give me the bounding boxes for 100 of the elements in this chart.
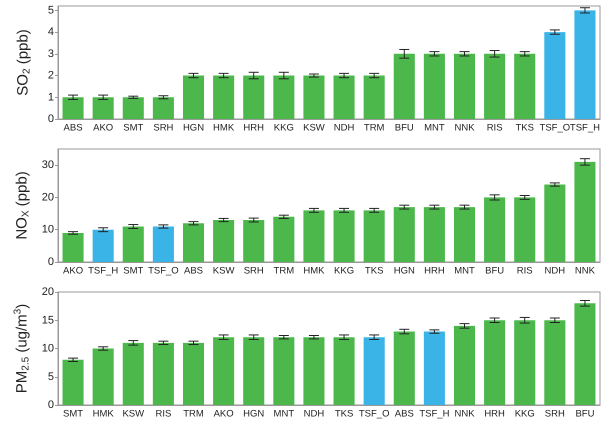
x-tick-label: SRH [544, 408, 565, 420]
bar [273, 337, 294, 405]
bar [92, 348, 114, 405]
x-tick-label: HGN [182, 122, 204, 134]
bar [394, 332, 415, 405]
bar [303, 210, 324, 262]
x-tick-label: AKO [93, 122, 114, 134]
bar [62, 360, 84, 405]
bar [243, 220, 264, 262]
x-tick-label: TSF_O [358, 408, 390, 420]
x-tick-label: HRH [243, 122, 264, 134]
bar [122, 342, 144, 405]
x-tick-label: TRM [183, 408, 204, 420]
y-tick-label: 15 [42, 314, 54, 326]
bar [273, 216, 294, 262]
x-tick-label: TKS [364, 266, 384, 276]
x-tick-label: TRM [274, 266, 294, 276]
x-tick-label: MNT [454, 266, 475, 276]
bar [152, 226, 174, 262]
bar [334, 76, 355, 119]
x-tick-label: NNK [454, 408, 476, 420]
bar [424, 54, 445, 119]
x-tick-label: TRM [364, 122, 385, 134]
bar [484, 320, 506, 405]
x-tick-label: TSF_H [419, 408, 450, 420]
y-tick-label: 2 [48, 70, 54, 82]
x-tick-label: KKG [334, 266, 354, 276]
x-tick-label: BFU [485, 266, 504, 276]
y-tick-label: 4 [48, 26, 54, 38]
y-axis-title: SO2 (ppb) [14, 29, 32, 96]
bar [394, 207, 415, 262]
bar [213, 220, 234, 262]
x-tick-label: ABS [394, 408, 414, 420]
bar [122, 97, 144, 119]
y-tick-label: 20 [42, 286, 54, 298]
x-tick-label: HMK [92, 408, 114, 420]
bar [122, 226, 144, 262]
bar [454, 326, 476, 405]
x-tick-label: RIS [155, 408, 172, 420]
y-tick-label: 30 [42, 159, 54, 172]
bar [514, 54, 536, 119]
y-tick-label: 0 [48, 399, 54, 411]
x-tick-label: AKO [214, 408, 234, 420]
x-tick-label: TKS [334, 408, 354, 420]
x-tick-label: NDH [304, 408, 324, 420]
y-axis-title: PM2.5 (ug/m3) [12, 304, 32, 394]
bar [424, 207, 445, 262]
x-tick-label: HMK [213, 122, 235, 134]
bar [303, 76, 324, 119]
x-tick-label: RIS [486, 122, 503, 134]
x-tick-label: KKG [514, 408, 535, 420]
x-tick-label: SRH [153, 122, 174, 134]
x-tick-label: BFU [394, 122, 414, 134]
bar [243, 337, 264, 405]
bar [92, 97, 114, 119]
y-tick-label: 10 [42, 342, 54, 354]
bar [544, 32, 566, 119]
bar [334, 337, 355, 405]
bar [152, 97, 174, 119]
bar [182, 342, 204, 405]
bar [394, 54, 415, 119]
x-tick-label: RIS [516, 266, 533, 276]
bar [182, 76, 204, 119]
x-tick-label: NDH [544, 266, 566, 276]
x-tick-label: TSF_H [88, 266, 118, 276]
x-tick-label: HRH [484, 408, 506, 420]
bar [243, 76, 264, 119]
bar [514, 320, 536, 405]
x-tick-label: KSW [122, 408, 144, 420]
bar [303, 337, 324, 405]
bar [544, 184, 566, 262]
x-tick-label: MNT [274, 408, 294, 420]
bar [484, 197, 506, 262]
x-tick-label: TSF_O [540, 122, 570, 134]
bar [484, 54, 506, 119]
bar [454, 54, 476, 119]
x-tick-label: TKS [515, 122, 534, 134]
bar [334, 210, 355, 262]
bar [273, 76, 294, 119]
y-tick-label: 10 [42, 224, 54, 236]
y-tick-label: 0 [48, 256, 54, 268]
x-tick-label: AKO [63, 266, 84, 276]
bar [62, 97, 84, 119]
x-tick-label: NDH [334, 122, 354, 134]
x-tick-label: HGN [394, 266, 415, 276]
x-tick-label: SRH [244, 266, 264, 276]
y-tick-label: 5 [48, 4, 54, 16]
bar [213, 337, 234, 405]
bar [364, 210, 385, 262]
bar [454, 207, 476, 262]
bar [514, 197, 536, 262]
bar [574, 10, 596, 119]
x-tick-label: KSW [303, 122, 325, 134]
bar [574, 162, 596, 262]
x-tick-label: MNT [424, 122, 445, 134]
x-tick-label: TSF_H [570, 122, 600, 134]
bar [574, 303, 596, 405]
bar [364, 76, 385, 119]
y-tick-label: 0 [48, 113, 54, 125]
x-tick-label: BFU [575, 408, 595, 420]
